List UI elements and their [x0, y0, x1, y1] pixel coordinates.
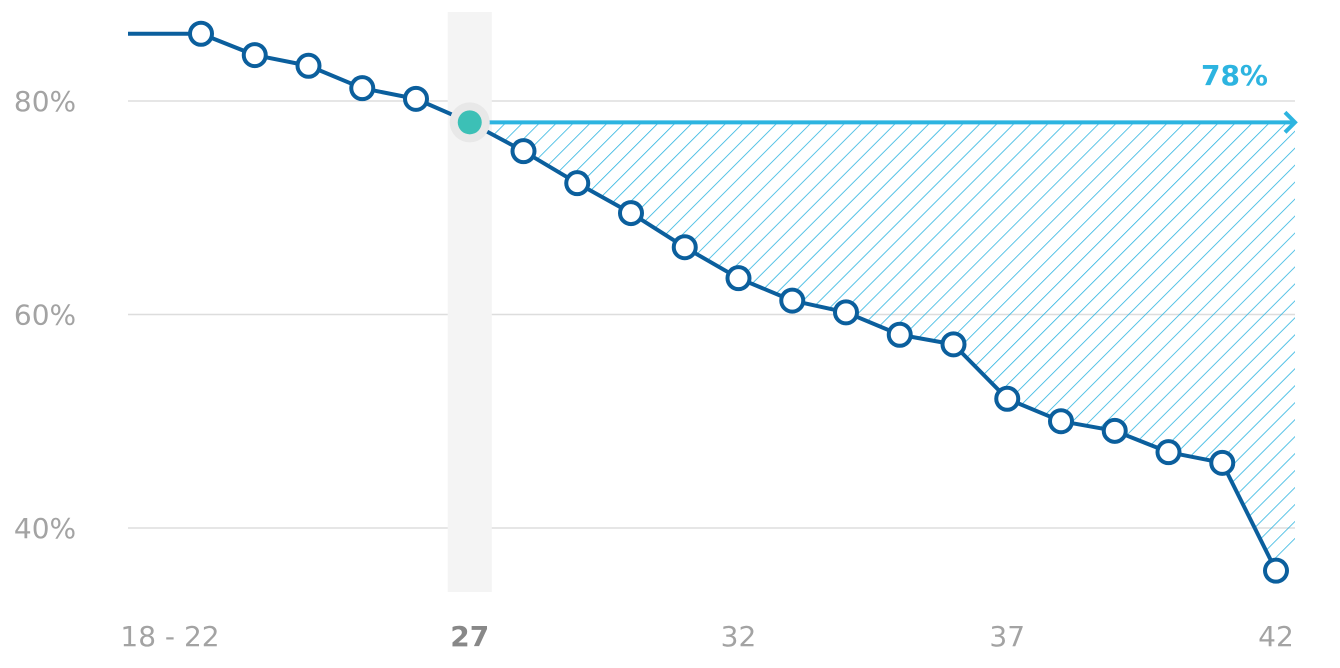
point — [1263, 557, 1289, 584]
point — [886, 321, 913, 348]
y-tick-label: 80% — [14, 85, 76, 118]
x-tick-label: 42 — [1258, 620, 1294, 653]
highlight-band — [447, 12, 492, 592]
y-tick-label: 60% — [14, 298, 76, 331]
point — [671, 234, 698, 261]
point — [1209, 449, 1236, 476]
y-tick-label: 40% — [14, 512, 76, 545]
point — [403, 85, 429, 112]
point — [725, 265, 752, 292]
point — [1101, 417, 1128, 444]
point — [779, 287, 806, 314]
point — [564, 170, 591, 197]
x-tick-label: 27 — [450, 620, 489, 653]
x-tick-label: 18 - 22 — [120, 620, 219, 653]
x-tick-label: 32 — [721, 620, 757, 653]
point — [994, 385, 1021, 412]
target-label: 78% — [1201, 59, 1268, 92]
point — [618, 200, 644, 227]
target-arrowhead — [1283, 110, 1298, 134]
point — [510, 138, 537, 165]
point — [295, 52, 322, 79]
point — [1155, 439, 1182, 466]
gap-area — [469, 122, 1295, 571]
point — [188, 20, 214, 47]
point — [1048, 408, 1074, 435]
x-tick-label: 37 — [989, 620, 1025, 653]
point — [940, 331, 967, 358]
point — [833, 299, 859, 326]
point — [349, 75, 376, 102]
point — [241, 42, 268, 69]
point — [457, 110, 482, 135]
